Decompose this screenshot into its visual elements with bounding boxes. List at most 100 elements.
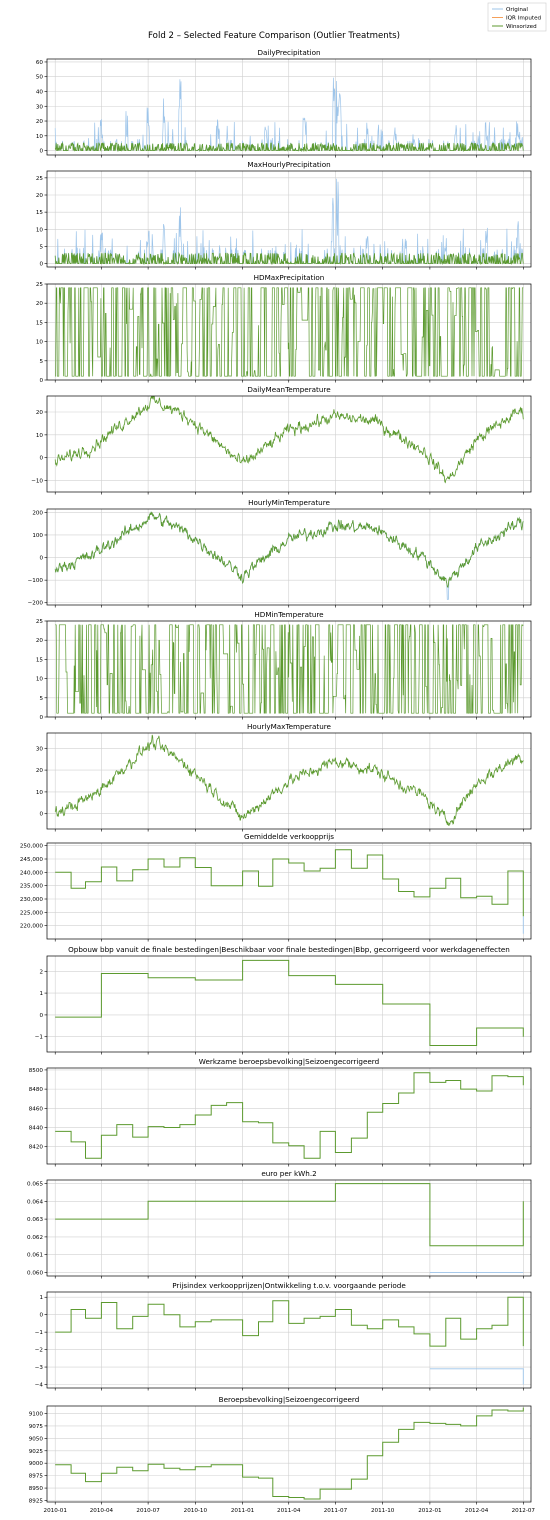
y-tick-label: 8460 [29, 1106, 44, 1112]
series-winsorized [55, 1407, 524, 1500]
y-tick-label: 30 [36, 104, 44, 110]
y-tick-label: 250,000 [20, 844, 44, 850]
grid [47, 1068, 531, 1164]
panel-title: DailyPrecipitation [257, 48, 320, 57]
panel-title: euro per kWh.2 [261, 1169, 316, 1178]
panel-12: −4 −3 −2 −1 0 1 Prijsindex verkoopprijzen|Ontw… [35, 1281, 532, 1391]
grid [47, 956, 531, 1052]
grid [47, 733, 531, 829]
y-tick-label: 5 [39, 359, 43, 365]
series-original [429, 1368, 524, 1385]
y-tick-label: 0 [39, 456, 43, 462]
panel-10: 8420 8440 8460 8480 8500 Werkzame beroepsbevo… [29, 1057, 532, 1167]
x-tick-label: 2010-01 [44, 1508, 68, 1514]
y-tick-label: 20 [36, 638, 44, 644]
series-winsorized [54, 734, 524, 827]
y-tick-label: 15 [36, 320, 44, 326]
series-original [54, 77, 524, 152]
y-tick-label: −100 [28, 578, 44, 584]
y-tick-label: 25 [36, 282, 44, 288]
y-tick-label: 8420 [29, 1145, 44, 1151]
panel-title: Werkzame beroepsbevolking|Seizoengecorri… [199, 1057, 379, 1066]
panel-6: 0 5 10 15 20 25 HDMinTemperature [36, 610, 532, 721]
x-tick-label: 2010-04 [90, 1508, 114, 1514]
panel-title: Opbouw bbp vanuit de finale bestedingen|… [68, 945, 510, 954]
y-tick-label: 0.062 [27, 1235, 43, 1241]
x-tick-label: 2012-07 [512, 1508, 536, 1514]
y-tick-label: 50 [36, 75, 44, 81]
y-tick-label: 10 [36, 134, 44, 140]
series-winsorized [55, 1296, 524, 1347]
y-tick-label: 5 [39, 244, 43, 250]
y-tick-label: 235,000 [20, 884, 44, 890]
y-tick-label: 30 [36, 746, 44, 752]
y-tick-label: 0 [39, 1013, 43, 1019]
series-winsorized [54, 396, 524, 484]
y-tick-label: 9100 [29, 1411, 44, 1417]
grid [47, 1406, 531, 1502]
x-tick-label: 2011-10 [371, 1508, 395, 1514]
y-tick-label: 0 [39, 149, 43, 155]
y-tick-label: −2 [35, 1348, 43, 1354]
y-tick-label: 0.060 [27, 1270, 43, 1276]
x-tick-label: 2011-01 [231, 1508, 255, 1514]
y-tick-label: 8925 [29, 1499, 44, 1505]
panel-title: Beroepsbevolking|Seizoengecorrigeerd [219, 1395, 360, 1404]
panel-11: 0.060 0.061 0.062 0.063 0.064 0.065 euro per k… [27, 1169, 532, 1279]
y-tick-label: 20 [36, 119, 44, 125]
panels: 0102030405060DailyPrecipitation051015202… [20, 48, 532, 1505]
y-tick-label: 230,000 [20, 897, 44, 903]
y-tick-label: 8975 [29, 1474, 44, 1480]
y-tick-label: 20 [36, 410, 44, 416]
y-tick-label: 15 [36, 210, 44, 216]
panel-1: 0 10 20 30 40 50 60 DailyPrecipitation [36, 48, 532, 158]
figure-title: Fold 2 – Selected Feature Comparison (Ou… [148, 31, 400, 41]
y-tick-label: 8480 [29, 1087, 44, 1093]
x-tick-label: 2010-10 [184, 1508, 208, 1514]
x-tick-label: 2011-04 [277, 1508, 301, 1514]
y-tick-label: 220,000 [20, 924, 44, 930]
series-winsorized [55, 287, 524, 377]
y-tick-label: −10 [31, 479, 43, 485]
panel-4: −10 0 10 20 DailyMeanTemperature [31, 385, 532, 495]
y-tick-label: 20 [36, 768, 44, 774]
series-winsorized [54, 141, 524, 153]
y-tick-label: −1 [35, 1330, 44, 1336]
x-tick-label: 2012-01 [418, 1508, 442, 1514]
y-tick-label: 20 [36, 301, 44, 307]
y-tick-label: −1 [35, 1035, 44, 1041]
y-tick-label: 25 [36, 619, 44, 625]
x-tick-label: 2010-07 [136, 1508, 160, 1514]
series-original [54, 511, 524, 600]
series-winsorized [55, 849, 524, 917]
y-tick-label: 245,000 [20, 857, 44, 863]
grid [47, 509, 531, 605]
y-tick-label: 100 [32, 533, 43, 539]
series-winsorized [55, 1183, 524, 1247]
y-tick-label: 0.061 [27, 1253, 43, 1259]
grid [47, 843, 531, 939]
y-tick-label: 9075 [29, 1424, 44, 1430]
x-axis-labels: 2010-01 2010-04 2010-07 2010-10 2011-01 2011-… [44, 1508, 536, 1514]
y-tick-label: 0 [39, 378, 43, 384]
y-tick-label: 5 [39, 696, 43, 702]
y-tick-label: 40 [36, 89, 44, 95]
grid [47, 1180, 531, 1276]
y-tick-label: 60 [36, 60, 44, 66]
panel-title: Prijsindex verkoopprijzen|Ontwikkeling t… [172, 1281, 406, 1290]
y-tick-label: 8500 [29, 1068, 44, 1074]
y-tick-label: −200 [28, 601, 44, 607]
y-tick-label: −4 [35, 1383, 44, 1389]
y-tick-label: 200 [32, 510, 43, 516]
panel-5: −200 −100 0 100 200 HourlyMinTemperature [28, 498, 532, 608]
y-tick-label: 9000 [29, 1461, 44, 1467]
y-tick-label: 225,000 [20, 910, 44, 916]
x-tick-label: 2011-07 [324, 1508, 348, 1514]
y-tick-label: 2 [39, 969, 43, 975]
legend-label: IQR Imputed [506, 16, 542, 22]
y-tick-label: 15 [36, 657, 44, 663]
series-original [54, 178, 524, 265]
y-tick-label: 10 [36, 433, 44, 439]
y-tick-label: 10 [36, 677, 44, 683]
